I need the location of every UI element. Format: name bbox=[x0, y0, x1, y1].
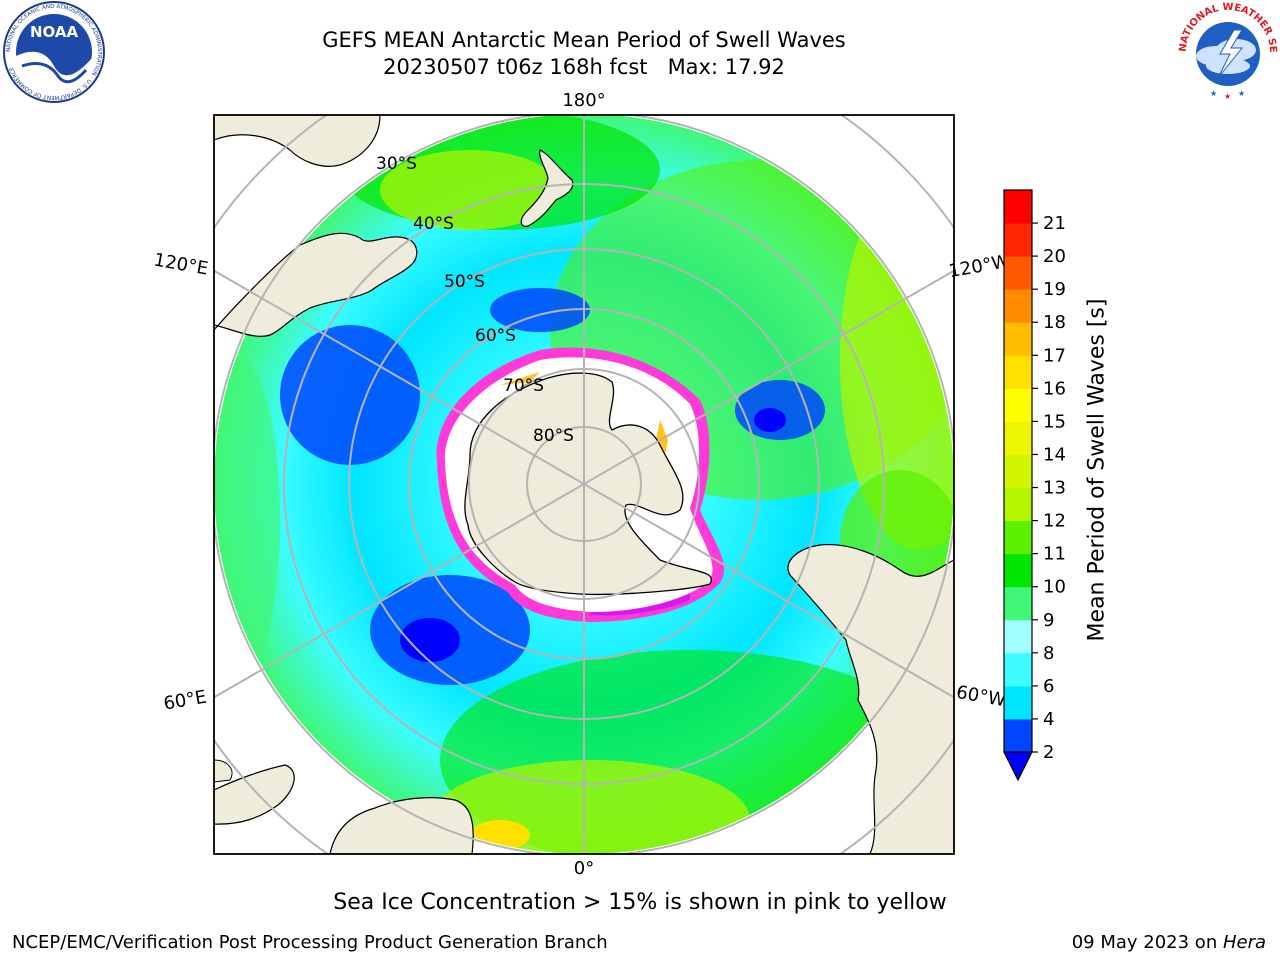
nws-logo: NATIONAL WEATHER SERVICE ★ ★ ★ bbox=[1176, 0, 1278, 102]
south-america bbox=[787, 540, 954, 854]
colorbar-tick-label: 4 bbox=[1043, 709, 1054, 730]
colorbar-tick-label: 12 bbox=[1043, 511, 1066, 532]
lat-label-50s: 50°S bbox=[444, 272, 485, 292]
colorbar-segment bbox=[1004, 685, 1032, 720]
svg-text:★: ★ bbox=[1238, 89, 1245, 98]
lon-label-120e: 120°E bbox=[152, 249, 210, 279]
chart-subtitle: 20230507 t06z 168h fcst Max: 17.92 bbox=[383, 55, 785, 79]
colorbar-tick-label: 20 bbox=[1043, 246, 1066, 267]
colorbar-segment bbox=[1004, 289, 1032, 323]
colorbar-segment bbox=[1004, 190, 1032, 224]
africa bbox=[329, 797, 474, 854]
colorbar-segment bbox=[1004, 454, 1032, 489]
colorbar-label: Mean Period of Swell Waves [s] bbox=[1084, 298, 1110, 642]
noaa-logo-text: NOAA bbox=[30, 23, 79, 41]
graticule bbox=[214, 115, 954, 854]
madagascar bbox=[214, 764, 295, 825]
colorbar: 2 4 6 8 9 10 11 12 13 14 15 16 17 18 19 20 21 bbox=[1003, 189, 1066, 782]
new-zealand bbox=[520, 149, 574, 227]
svg-text:★: ★ bbox=[1210, 89, 1217, 98]
colorbar-tick-label: 18 bbox=[1043, 312, 1066, 333]
colorbar-tick-label: 16 bbox=[1043, 378, 1066, 399]
colorbar-segment bbox=[1004, 256, 1032, 290]
lat-label-80s: 80°S bbox=[533, 426, 574, 446]
colorbar-extend-triangle bbox=[1003, 751, 1033, 782]
colorbar-tick-label: 15 bbox=[1043, 411, 1066, 432]
colorbar-segment bbox=[1004, 718, 1032, 753]
colorbar-segment bbox=[1004, 619, 1032, 654]
colorbar-segment bbox=[1004, 553, 1032, 588]
map-frame bbox=[213, 114, 955, 855]
colorbar-segment bbox=[1004, 586, 1032, 621]
antarctica bbox=[464, 372, 712, 596]
lon-label-0: 0° bbox=[574, 858, 594, 879]
colorbar-tick-label: 11 bbox=[1043, 544, 1066, 565]
lon-label-60e: 60°E bbox=[162, 686, 208, 714]
colorbar-outline bbox=[1003, 189, 1033, 753]
colorbar-tick-label: 13 bbox=[1043, 478, 1066, 499]
lat-label-70s: 70°S bbox=[503, 376, 544, 396]
colorbar-tick-label: 17 bbox=[1043, 345, 1066, 366]
lat-label-40s: 40°S bbox=[413, 214, 454, 234]
date-text: 09 May 2023 on bbox=[1071, 932, 1223, 953]
lat-label-60s: 60°S bbox=[475, 326, 516, 346]
colorbar-tick-label: 6 bbox=[1043, 676, 1054, 697]
chart-title: GEFS MEAN Antarctic Mean Period of Swell… bbox=[322, 28, 846, 52]
colorbar-segment bbox=[1004, 520, 1032, 555]
noaa-logo: NATIONAL OCEANIC AND ATMOSPHERIC ADMINIS… bbox=[3, 1, 105, 103]
colorbar-tick-label: 14 bbox=[1043, 444, 1066, 465]
colorbar-tick-label: 19 bbox=[1043, 279, 1066, 300]
colorbar-segment bbox=[1004, 487, 1032, 522]
colorbar-tick-label: 9 bbox=[1043, 610, 1054, 631]
sea-ice-note: Sea Ice Concentration > 15% is shown in … bbox=[333, 890, 947, 915]
colorbar-tick-label: 10 bbox=[1043, 577, 1066, 598]
colorbar-segment bbox=[1004, 355, 1032, 389]
colorbar-tick-label: 2 bbox=[1043, 742, 1054, 763]
lat-label-30s: 30°S bbox=[376, 154, 417, 174]
date-stamp: 09 May 2023 on Hera bbox=[1072, 932, 1266, 953]
credit-text: NCEP/EMC/Verification Post Processing Pr… bbox=[12, 932, 608, 953]
host-name: Hera bbox=[1222, 932, 1266, 953]
colorbar-segment bbox=[1004, 388, 1032, 422]
colorbar-tick-label: 21 bbox=[1043, 213, 1066, 234]
colorbar-segment bbox=[1004, 652, 1032, 687]
lon-label-180: 180° bbox=[562, 90, 605, 111]
colorbar-segment bbox=[1004, 223, 1032, 257]
colorbar-tick-label: 8 bbox=[1043, 643, 1054, 664]
colorbar-segment bbox=[1004, 421, 1032, 455]
svg-text:★: ★ bbox=[1224, 92, 1231, 101]
colorbar-segment bbox=[1004, 322, 1032, 356]
